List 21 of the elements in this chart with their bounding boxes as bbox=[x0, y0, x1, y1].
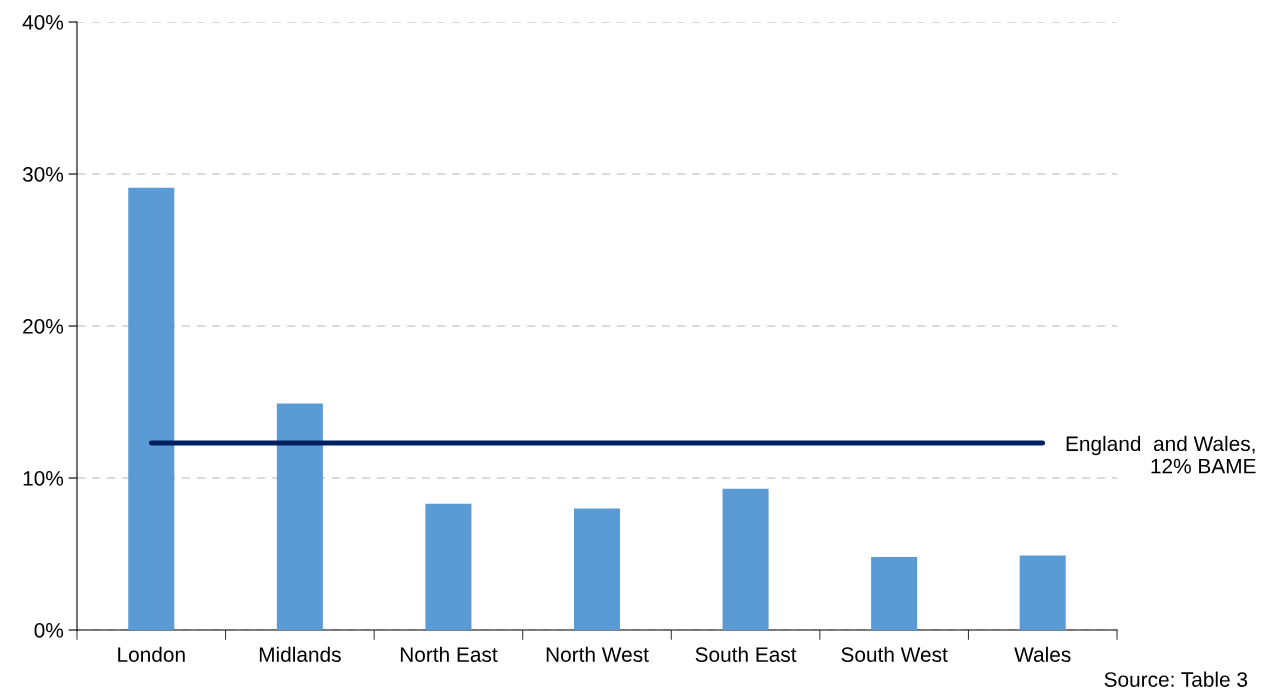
bar bbox=[128, 187, 175, 630]
x-tick-label: North East bbox=[400, 646, 498, 662]
y-tick-label: 0% bbox=[34, 623, 64, 638]
bar bbox=[871, 557, 918, 630]
bar bbox=[722, 488, 769, 630]
x-tick-label: North West bbox=[546, 646, 649, 662]
bar bbox=[425, 503, 472, 630]
y-tick-label: 20% bbox=[23, 319, 64, 334]
y-tick-label: 10% bbox=[23, 471, 64, 486]
ref-line-label: England and Wales, 12% BAME bbox=[1066, 435, 1256, 474]
x-tick-label: Wales bbox=[1014, 646, 1071, 662]
x-tick-label: London bbox=[118, 646, 185, 662]
x-tick-label: South East bbox=[695, 646, 797, 662]
y-tick-label: 30% bbox=[22, 167, 64, 182]
x-tick-label: Midlands bbox=[259, 646, 341, 662]
bar bbox=[276, 403, 323, 630]
bar bbox=[1019, 555, 1066, 630]
source-note: Source: Table 3 bbox=[1104, 671, 1248, 687]
x-tick-label: South West bbox=[841, 646, 948, 662]
bar bbox=[573, 508, 621, 630]
y-tick-label: 40% bbox=[22, 15, 64, 30]
